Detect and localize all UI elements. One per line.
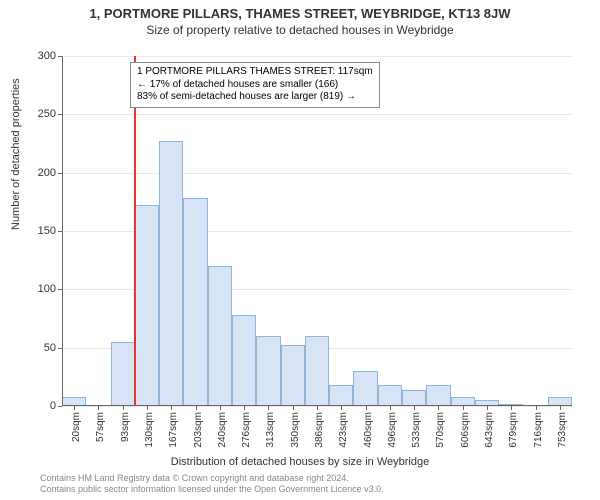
- histogram-bar: [353, 371, 377, 406]
- y-tick-label: 50: [16, 342, 56, 354]
- x-tick-label: 423sqm: [338, 412, 349, 448]
- x-tick-label: 643sqm: [484, 412, 495, 448]
- x-tick-mark: [98, 406, 99, 410]
- x-tick-label: 276sqm: [241, 412, 252, 448]
- histogram-bar: [402, 390, 426, 406]
- x-tick-mark: [511, 406, 512, 410]
- y-tick-label: 300: [16, 50, 56, 62]
- grid-line: [62, 56, 572, 57]
- x-tick-label: 203sqm: [193, 412, 204, 448]
- x-tick-label: 570sqm: [435, 412, 446, 448]
- footer-line: Contains public sector information licen…: [40, 484, 384, 496]
- histogram-bar: [159, 141, 183, 406]
- x-tick-label: 753sqm: [557, 412, 568, 448]
- x-tick-label: 679sqm: [508, 412, 519, 448]
- x-tick-mark: [171, 406, 172, 410]
- histogram-bar: [208, 266, 232, 406]
- x-tick-label: 167sqm: [168, 412, 179, 448]
- x-tick-mark: [341, 406, 342, 410]
- x-tick-label: 606sqm: [460, 412, 471, 448]
- y-tick-label: 0: [16, 400, 56, 412]
- footer-line: Contains HM Land Registry data © Crown c…: [40, 473, 384, 485]
- page-subtitle: Size of property relative to detached ho…: [0, 21, 600, 41]
- property-marker-line: [134, 56, 136, 406]
- histogram-bar: [329, 385, 353, 406]
- histogram-bar: [183, 198, 207, 406]
- histogram-bar: [378, 385, 402, 406]
- x-tick-mark: [123, 406, 124, 410]
- y-tick-mark: [58, 406, 62, 407]
- x-tick-label: 716sqm: [533, 412, 544, 448]
- histogram-bar: [111, 342, 135, 406]
- footer-attribution: Contains HM Land Registry data © Crown c…: [40, 473, 384, 496]
- x-tick-label: 93sqm: [120, 412, 131, 442]
- x-tick-mark: [390, 406, 391, 410]
- x-tick-mark: [536, 406, 537, 410]
- chart-plot-area: 05010015020025030020sqm57sqm93sqm130sqm1…: [62, 56, 572, 406]
- x-tick-mark: [463, 406, 464, 410]
- histogram-bar: [256, 336, 280, 406]
- y-tick-label: 250: [16, 108, 56, 120]
- x-tick-label: 350sqm: [290, 412, 301, 448]
- grid-line: [62, 114, 572, 115]
- x-tick-mark: [560, 406, 561, 410]
- x-tick-label: 386sqm: [314, 412, 325, 448]
- annotation-line: 83% of semi-detached houses are larger (…: [137, 91, 373, 104]
- x-tick-label: 533sqm: [411, 412, 422, 448]
- x-tick-label: 20sqm: [71, 412, 82, 442]
- x-tick-label: 496sqm: [387, 412, 398, 448]
- histogram-bar: [305, 336, 329, 406]
- x-tick-mark: [414, 406, 415, 410]
- histogram-bar: [426, 385, 450, 406]
- annotation-box: 1 PORTMORE PILLARS THAMES STREET: 117sqm…: [130, 62, 380, 108]
- x-tick-mark: [74, 406, 75, 410]
- y-tick-label: 200: [16, 167, 56, 179]
- histogram-bar: [281, 345, 305, 406]
- y-tick-label: 100: [16, 283, 56, 295]
- x-tick-mark: [196, 406, 197, 410]
- x-axis-label: Distribution of detached houses by size …: [0, 456, 600, 468]
- y-axis-label: Number of detached properties: [10, 78, 22, 230]
- x-tick-label: 57sqm: [95, 412, 106, 442]
- x-tick-label: 313sqm: [265, 412, 276, 448]
- x-tick-mark: [244, 406, 245, 410]
- grid-line: [62, 173, 572, 174]
- x-tick-mark: [438, 406, 439, 410]
- x-tick-mark: [147, 406, 148, 410]
- x-tick-label: 240sqm: [217, 412, 228, 448]
- x-tick-mark: [317, 406, 318, 410]
- x-tick-mark: [220, 406, 221, 410]
- x-tick-mark: [487, 406, 488, 410]
- x-tick-mark: [293, 406, 294, 410]
- x-tick-mark: [366, 406, 367, 410]
- histogram-bar: [135, 205, 159, 406]
- y-tick-label: 150: [16, 225, 56, 237]
- page-title: 1, PORTMORE PILLARS, THAMES STREET, WEYB…: [0, 0, 600, 21]
- histogram-bar: [232, 315, 256, 406]
- x-tick-label: 130sqm: [144, 412, 155, 448]
- x-tick-label: 460sqm: [363, 412, 374, 448]
- annotation-line: 1 PORTMORE PILLARS THAMES STREET: 117sqm: [137, 66, 373, 79]
- x-axis: [62, 405, 572, 406]
- x-tick-mark: [268, 406, 269, 410]
- y-axis: [62, 56, 63, 406]
- annotation-line: ← 17% of detached houses are smaller (16…: [137, 79, 373, 92]
